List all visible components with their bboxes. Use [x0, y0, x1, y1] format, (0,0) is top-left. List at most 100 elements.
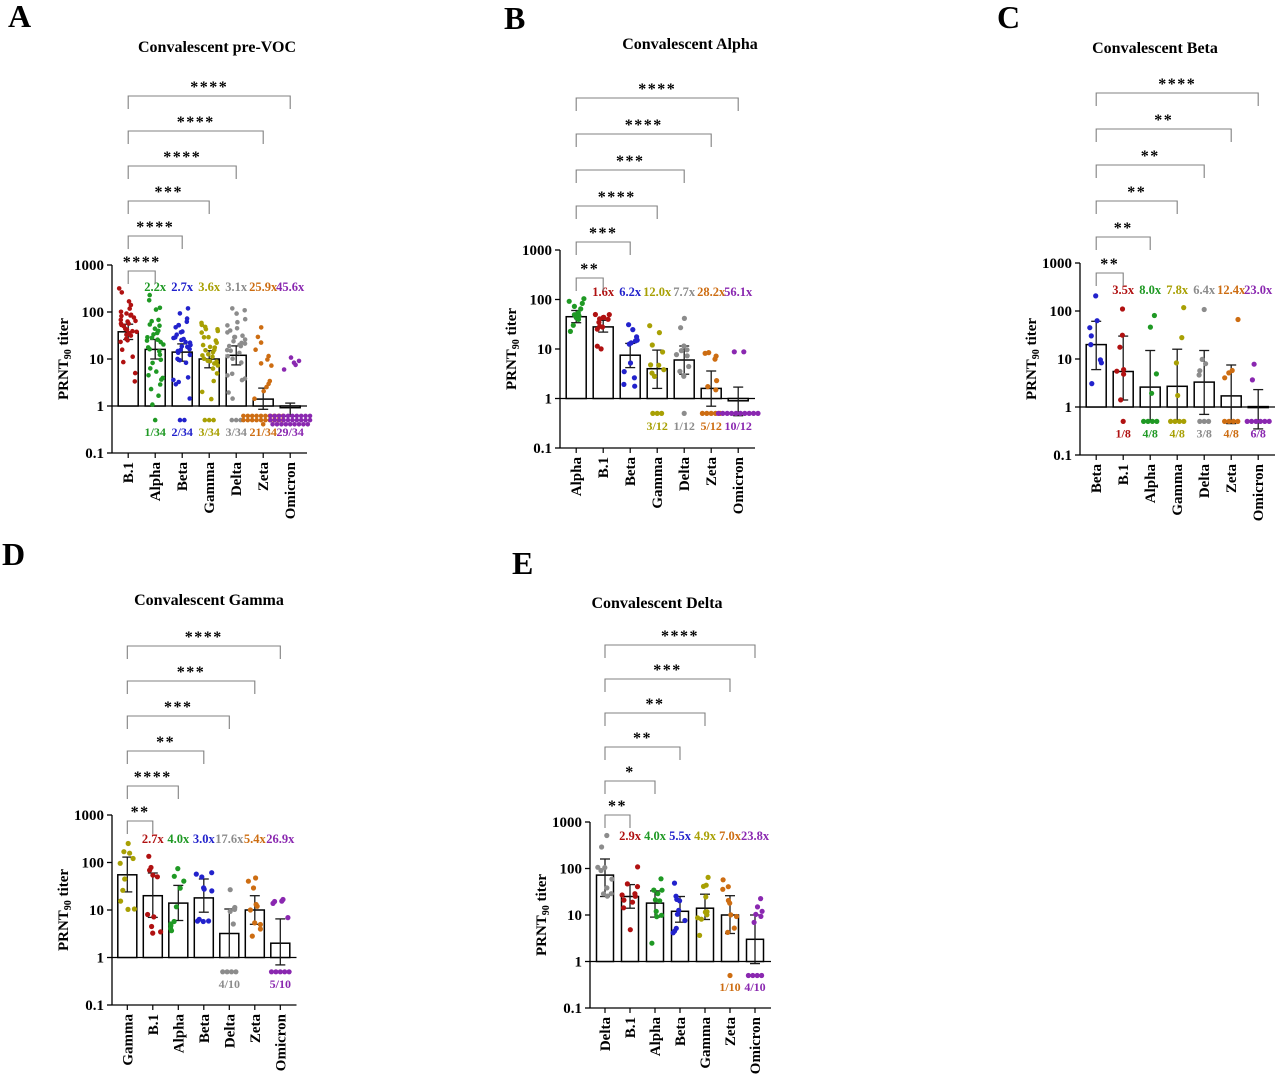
y-axis-title: PRNT90 titer: [56, 869, 74, 951]
data-point-lod: [1226, 418, 1232, 424]
fraction-label: 6/8: [1251, 427, 1266, 441]
sig-bracket: [126, 750, 205, 764]
fold-change-label: 3.0x: [193, 832, 216, 846]
fold-change-label: 5.4x: [244, 832, 267, 846]
bar-Alpha: [565, 315, 587, 400]
data-point-lod: [270, 422, 275, 427]
data-point: [187, 396, 192, 401]
sig-bracket: [1095, 200, 1178, 214]
data-point: [150, 360, 155, 366]
sig-stars: **: [1100, 256, 1119, 273]
data-point: [257, 921, 263, 928]
data-point: [570, 322, 576, 328]
data-point: [731, 349, 737, 355]
data-point: [608, 891, 614, 897]
data-point: [206, 918, 212, 924]
data-point: [127, 850, 133, 856]
fraction-label: 3/34: [199, 425, 220, 439]
data-point: [227, 908, 233, 915]
dots-Omicron: [715, 349, 761, 416]
error-bar-Alpha: [1145, 349, 1156, 423]
data-point: [678, 348, 685, 354]
data-point: [161, 342, 166, 347]
data-point: [210, 350, 216, 355]
data-point: [677, 368, 683, 374]
sig-stars: **: [633, 730, 652, 747]
data-point: [211, 378, 216, 384]
data-point: [209, 870, 215, 876]
sig-bracket: [126, 715, 230, 729]
data-point: [714, 378, 720, 384]
sig-stars: **: [608, 798, 627, 815]
x-label-B.1: B.1: [121, 462, 137, 483]
panel-letter-c: C: [997, 0, 1021, 35]
dots-Gamma: [695, 874, 711, 939]
data-point-lod: [283, 422, 289, 427]
data-point-lod: [1230, 418, 1236, 424]
data-point: [1118, 397, 1124, 403]
data-point: [226, 343, 232, 349]
data-point: [258, 325, 264, 330]
data-point: [154, 874, 160, 880]
data-point: [178, 330, 184, 335]
error-bar-Delta: [1199, 349, 1210, 416]
sig-bracket: [575, 241, 631, 255]
panel-D: 1000 100 10 1 0.1 PRNT90 titer 2.7x 4.0x 3.0x 17.…: [56, 629, 297, 1071]
x-label-Gamma: Gamma: [698, 1017, 714, 1069]
data-point-lod: [281, 413, 286, 419]
x-label-Gamma: Gamma: [202, 462, 218, 514]
data-point: [1098, 360, 1104, 366]
x-label-Zeta: Zeta: [248, 1014, 264, 1044]
panel-B: 1000 100 10 1 0.1 PRNT90 titer 1.6x 6.2x 12.0x 3/…: [504, 81, 761, 514]
y-tick-label: 100: [82, 305, 105, 321]
sig-stars: ****: [177, 114, 215, 131]
data-point: [1089, 381, 1095, 387]
sig-bracket: [604, 780, 656, 794]
sig-stars: **: [1141, 148, 1160, 165]
fraction-label: 1/10: [719, 980, 740, 994]
data-point: [179, 337, 184, 343]
dots-Zeta: [720, 877, 740, 979]
dots-B.1: [592, 311, 612, 352]
data-point: [579, 300, 585, 306]
x-label-Alpha: Alpha: [1143, 464, 1159, 504]
data-point-lod: [285, 413, 291, 419]
data-point-lod: [733, 410, 739, 416]
data-point: [595, 864, 601, 870]
data-point-lod: [727, 972, 733, 979]
sig-stars: **: [131, 804, 150, 821]
fraction-label: 4/10: [744, 980, 765, 994]
data-point: [146, 373, 151, 378]
x-label-Beta: Beta: [673, 1017, 689, 1047]
data-point: [575, 316, 582, 322]
panel-title-e: Convalescent Delta: [591, 595, 723, 612]
data-point-lod: [298, 413, 304, 419]
data-point-lod: [742, 410, 748, 416]
dots-Gamma: [647, 323, 667, 416]
data-point-lod: [1253, 418, 1259, 424]
data-point: [227, 887, 233, 893]
data-point: [703, 894, 709, 900]
data-point: [128, 313, 133, 318]
data-point-lod: [1201, 418, 1207, 424]
data-point-lod: [249, 417, 255, 423]
dots-Beta: [171, 306, 193, 423]
data-point-lod: [276, 417, 282, 423]
data-point: [1088, 342, 1094, 348]
y-tick-label: 100: [82, 856, 105, 872]
data-point: [239, 360, 244, 365]
fraction-label: 3/34: [226, 425, 247, 439]
data-point: [234, 311, 239, 316]
fraction-label: 5/12: [701, 419, 722, 433]
data-point: [1201, 306, 1207, 313]
sig-stars: ***: [154, 184, 183, 201]
data-point: [598, 867, 604, 874]
fold-change-label: 8.0x: [1139, 283, 1162, 297]
data-point: [1093, 293, 1099, 299]
sig-stars: ****: [638, 81, 676, 98]
data-point: [1094, 318, 1100, 324]
data-point: [1151, 312, 1157, 319]
data-point-lod: [263, 413, 268, 419]
data-point: [201, 335, 207, 340]
sig-stars: ****: [598, 189, 636, 206]
